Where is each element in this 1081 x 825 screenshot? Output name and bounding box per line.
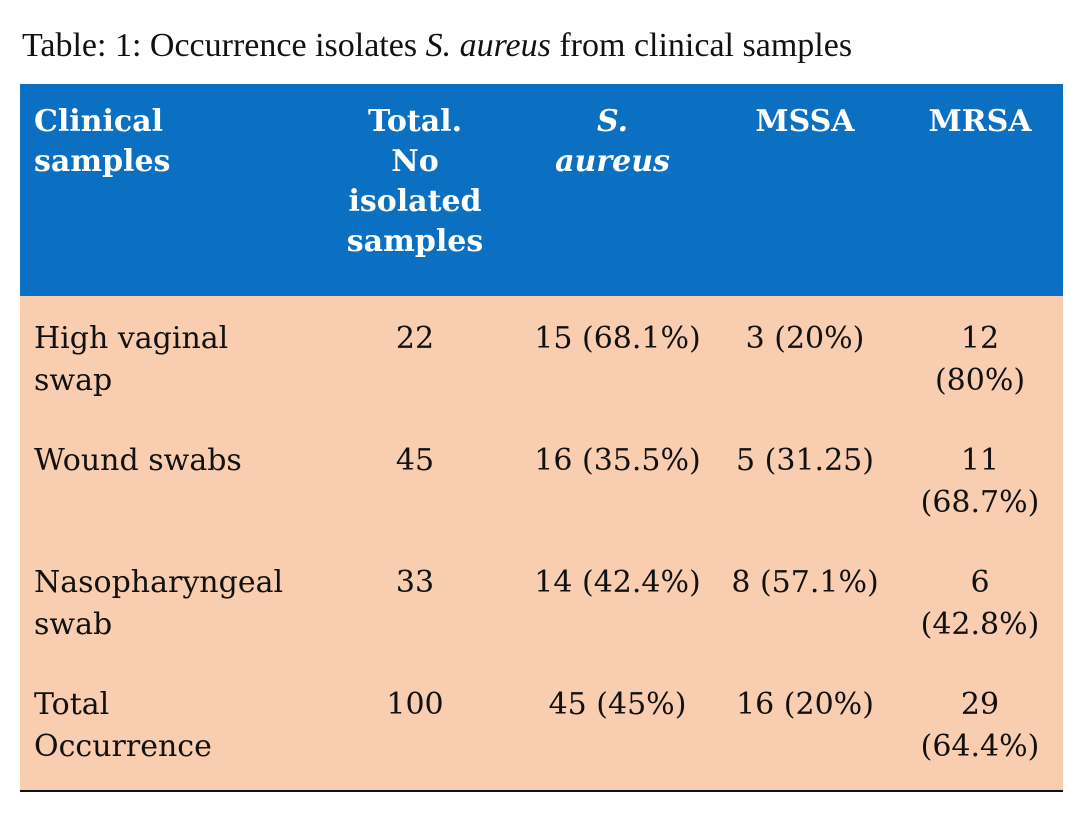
caption-prefix: Table: 1: Occurrence isolates (22, 27, 426, 64)
table-body: High vaginal swap 22 15 (68.1%) 3 (20%) 1… (20, 296, 1063, 792)
header-text: samples (34, 144, 171, 179)
cell-mssa: 16 (20%) (736, 687, 874, 722)
header-mrsa: MRSA (900, 102, 1060, 142)
header-total-isolated: Total. No isolated samples (325, 102, 505, 262)
cell-mrsa: 12 (80%) (934, 321, 1026, 398)
caption-italic: S. aureus (425, 27, 551, 64)
cell-mssa: 5 (31.25) (736, 443, 874, 478)
data-table: Clinical samples Total. No isolated samp… (20, 84, 1063, 792)
cell-s-aureus: 14 (42.4%) (534, 565, 701, 600)
cell-total: 33 (395, 565, 435, 600)
header-text: isolated (348, 184, 482, 219)
cell-total: 22 (395, 321, 435, 356)
table-header: Clinical samples Total. No isolated samp… (20, 84, 1063, 296)
cell-mssa: 8 (57.1%) (731, 565, 879, 600)
header-text: MSSA (755, 104, 855, 139)
header-text: samples (346, 224, 484, 259)
header-text: aureus (555, 144, 670, 179)
header-text: Total. (367, 104, 463, 139)
header-s-aureus: S. aureus (515, 102, 710, 182)
cell-mrsa: 29 (64.4%) (920, 687, 1040, 764)
header-text: S. (596, 104, 629, 139)
header-text: No (391, 144, 439, 179)
header-clinical-samples: Clinical samples (34, 102, 324, 182)
header-text: Clinical (34, 104, 163, 139)
cell-total: 45 (395, 443, 435, 478)
cell-mrsa: 11 (68.7%) (920, 443, 1040, 520)
header-mssa: MSSA (720, 102, 890, 142)
cell-sample: High vaginal swap (34, 321, 229, 398)
table-caption: Table: 1: Occurrence isolates S. aureus … (22, 22, 852, 70)
cell-s-aureus: 45 (45%) (548, 687, 687, 722)
cell-sample: Wound swabs (34, 443, 242, 478)
cell-mrsa: 6 (42.8%) (920, 565, 1040, 642)
cell-s-aureus: 15 (68.1%) (534, 321, 701, 356)
cell-s-aureus: 16 (35.5%) (534, 443, 701, 478)
cell-mssa: 3 (20%) (745, 321, 865, 356)
caption-suffix: from clinical samples (550, 27, 853, 64)
cell-sample: Total Occurrence (34, 687, 212, 764)
header-text: MRSA (928, 104, 1032, 139)
cell-sample: Nasopharyngeal swab (34, 565, 284, 642)
cell-total: 100 (386, 687, 444, 722)
